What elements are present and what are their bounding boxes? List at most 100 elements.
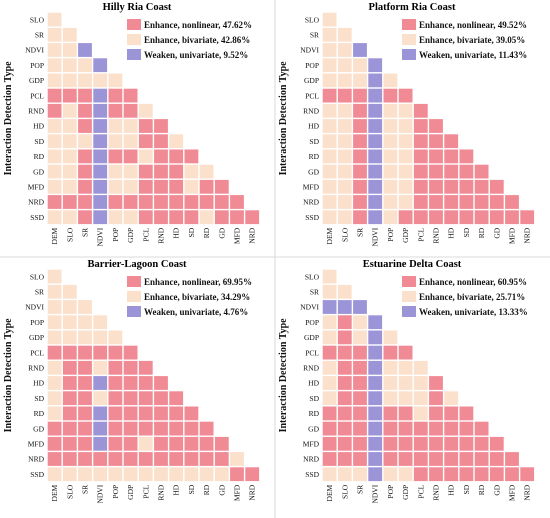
cell-gd-rd: [199, 164, 214, 179]
cell-sd-dem: [322, 134, 337, 149]
cell-sd-slo: [62, 134, 77, 149]
cell-mfd-dem: [322, 436, 337, 451]
row-label-ssd: SSD: [305, 470, 319, 479]
cell-nrd-pop: [383, 452, 398, 466]
cell-pcl-pop: [383, 88, 398, 103]
cell-nrd-mfd: [505, 195, 519, 209]
cell-rd-hd: [444, 406, 459, 421]
col-label-slo: SLO: [65, 227, 74, 242]
cell-sr-dem: [322, 284, 337, 299]
cell-pop-ndvi: [368, 315, 383, 330]
cell-hd-gdp: [398, 376, 413, 390]
cell-ssd-slo: [337, 210, 352, 225]
panel-title: Estuarine Delta Coast: [363, 259, 462, 270]
cell-rd-pop: [108, 149, 123, 164]
cell-rd-pcl: [413, 406, 428, 421]
col-label-sr: SR: [81, 228, 90, 237]
cell-ssd-sd: [459, 210, 474, 225]
cell-mfd-pcl: [413, 436, 428, 451]
cell-gd-hd: [444, 164, 459, 179]
row-label-rnd: RND: [28, 364, 44, 373]
row-label-sd: SD: [309, 394, 319, 403]
cell-rd-ndvi: [93, 406, 108, 421]
cell-mfd-gd: [489, 179, 504, 194]
cell-mfd-hd: [444, 436, 459, 451]
cell-gd-rnd: [154, 164, 168, 179]
cell-rnd-gdp: [123, 103, 138, 118]
cell-rd-gdp: [398, 406, 413, 421]
col-label-mfd: MFD: [233, 484, 242, 501]
legend-label: Weaken, univariate, 11.43%: [419, 50, 527, 60]
cell-gdp-slo: [62, 330, 77, 345]
cell-nrd-rd: [474, 195, 489, 209]
cell-hd-gdp: [123, 376, 138, 390]
cell-ssd-sr: [353, 210, 367, 225]
cell-gd-rnd: [429, 421, 443, 436]
cell-pop-slo: [337, 58, 352, 73]
cell-nrd-sr: [78, 452, 92, 466]
cell-rd-sr: [78, 149, 92, 164]
cell-gd-slo: [62, 421, 77, 436]
row-label-slo: SLO: [305, 15, 320, 24]
cell-ssd-mfd: [230, 467, 244, 482]
cell-mfd-gd: [214, 179, 229, 194]
col-label-pop: POP: [386, 485, 395, 499]
row-label-gdp: GDP: [29, 333, 44, 342]
row-label-pcl: PCL: [30, 91, 44, 100]
cell-ndvi-sr: [78, 300, 92, 314]
cell-nrd-slo: [337, 452, 352, 466]
cell-rnd-ndvi: [368, 103, 383, 118]
cell-slo-dem: [47, 12, 62, 27]
cell-gd-pcl: [138, 164, 153, 179]
legend: Enhance, nonlinear, 69.95% Enhance, bivar…: [127, 276, 252, 317]
cell-rnd-slo: [62, 103, 77, 118]
cell-ssd-gd: [214, 467, 229, 482]
row-label-rd: RD: [309, 152, 320, 161]
cell-sd-pop: [383, 391, 398, 406]
cell-ssd-dem: [322, 210, 337, 225]
cell-mfd-rnd: [429, 179, 443, 194]
cell-nrd-pop: [108, 195, 123, 209]
cell-nrd-gd: [489, 195, 504, 209]
cell-nrd-dem: [47, 195, 62, 209]
cell-pop-ndvi: [368, 58, 383, 73]
cell-mfd-pcl: [413, 179, 428, 194]
cell-rd-sd: [184, 149, 199, 164]
cell-sd-dem: [322, 391, 337, 406]
cell-mfd-hd: [444, 179, 459, 194]
cell-mfd-slo: [62, 436, 77, 451]
y-axis-title: Interaction Detection Type: [3, 318, 14, 433]
cell-nrd-rnd: [154, 195, 168, 209]
cell-ndvi-slo: [337, 300, 352, 314]
col-label-nrd: NRD: [248, 227, 257, 243]
cell-sd-pcl: [138, 391, 153, 406]
col-label-pop: POP: [111, 228, 120, 242]
col-label-nrd: NRD: [523, 227, 532, 243]
cell-rnd-sr: [353, 103, 367, 118]
legend-label: Enhance, bivariate, 34.29%: [144, 292, 250, 302]
col-label-mfd: MFD: [508, 227, 517, 244]
cell-rnd-pcl: [413, 103, 428, 118]
cell-hd-rnd: [154, 376, 168, 390]
col-label-pop: POP: [386, 228, 395, 242]
cell-hd-sr: [78, 376, 92, 390]
cell-rd-rnd: [429, 149, 443, 164]
cell-ssd-rd: [199, 210, 214, 225]
cell-gdp-pop: [108, 330, 123, 345]
cell-ndvi-dem: [322, 300, 337, 314]
col-label-hd: HD: [172, 227, 181, 238]
cell-gd-rd: [474, 164, 489, 179]
col-label-sr: SR: [356, 485, 365, 494]
col-label-pcl: PCL: [141, 484, 150, 498]
row-label-sr: SR: [35, 31, 44, 40]
cell-rnd-pop: [383, 360, 398, 375]
cell-gd-gdp: [398, 164, 413, 179]
col-label-rd: RD: [202, 484, 211, 495]
cell-ssd-slo: [337, 467, 352, 482]
cell-nrd-pop: [108, 452, 123, 466]
cell-gd-sd: [459, 421, 474, 436]
cell-nrd-gdp: [123, 452, 138, 466]
cell-ssd-pcl: [138, 467, 153, 482]
cell-rnd-dem: [47, 360, 62, 375]
cell-ssd-gdp: [398, 210, 413, 225]
